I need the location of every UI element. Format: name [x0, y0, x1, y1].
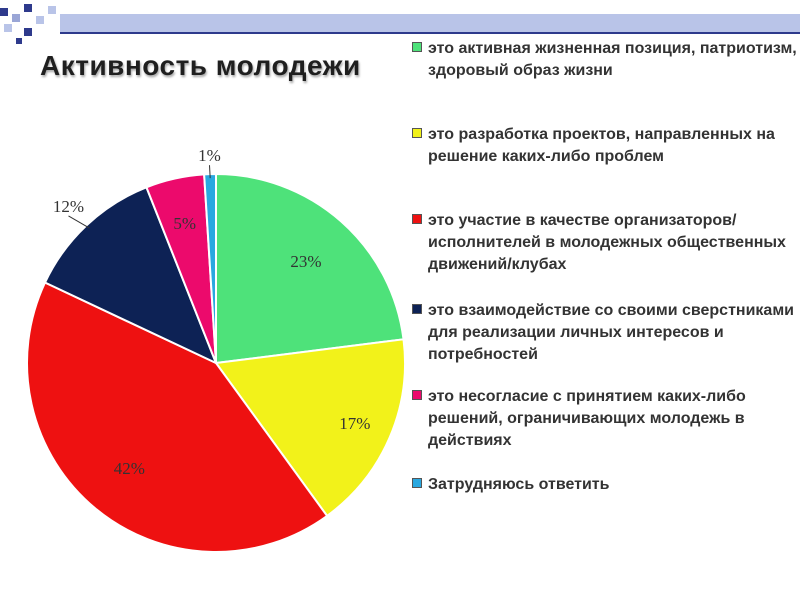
slice-value-label: 5%: [173, 214, 196, 233]
deco-square: [36, 16, 44, 24]
legend-swatch: [412, 304, 422, 314]
deco-square: [0, 8, 8, 16]
legend-item: это участие в качестве организаторов/исп…: [412, 210, 800, 276]
deco-square: [24, 28, 32, 36]
deco-square: [4, 24, 12, 32]
slice-value-label: 12%: [53, 197, 84, 216]
legend-item: Затрудняюсь ответить: [412, 474, 800, 496]
deco-square: [12, 14, 20, 22]
slice-value-label: 1%: [198, 146, 221, 165]
legend-swatch: [412, 478, 422, 488]
legend-swatch: [412, 390, 422, 400]
legend-swatch: [412, 42, 422, 52]
legend-label: это взаимодействие со своими сверстникам…: [428, 302, 794, 363]
slide-title: Активность молодежи: [40, 50, 361, 81]
decorative-header-pattern: [0, 4, 800, 44]
label-leader-line: [209, 165, 211, 179]
slice-value-label: 42%: [114, 459, 145, 478]
pie-slice: [43, 185, 218, 365]
legend-item: это взаимодействие со своими сверстникам…: [412, 300, 800, 366]
deco-line: [60, 32, 800, 34]
legend-swatch: [412, 128, 422, 138]
deco-square: [48, 6, 56, 14]
deco-square: [16, 38, 22, 44]
label-leader-line: [68, 215, 90, 229]
legend-item: это активная жизненная позиция, патриоти…: [412, 38, 800, 82]
legend-label: это несогласие с принятием каких-либо ре…: [428, 388, 746, 449]
legend-item: это несогласие с принятием каких-либо ре…: [412, 386, 800, 452]
deco-band: [60, 14, 800, 32]
legend-swatch: [412, 214, 422, 224]
legend-label: это активная жизненная позиция, патриоти…: [428, 40, 797, 79]
legend-item: это разработка проектов, направленных на…: [412, 124, 800, 168]
pie-slice: [215, 172, 405, 365]
legend-label: это разработка проектов, направленных на…: [428, 126, 775, 165]
slice-value-label: 23%: [290, 252, 321, 271]
legend-label: Затрудняюсь ответить: [428, 476, 610, 493]
deco-square: [24, 4, 32, 12]
legend-label: это участие в качестве организаторов/исп…: [428, 212, 786, 273]
slice-value-label: 17%: [339, 414, 370, 433]
pie-slice: [26, 281, 329, 553]
pie-slice: [214, 338, 406, 518]
